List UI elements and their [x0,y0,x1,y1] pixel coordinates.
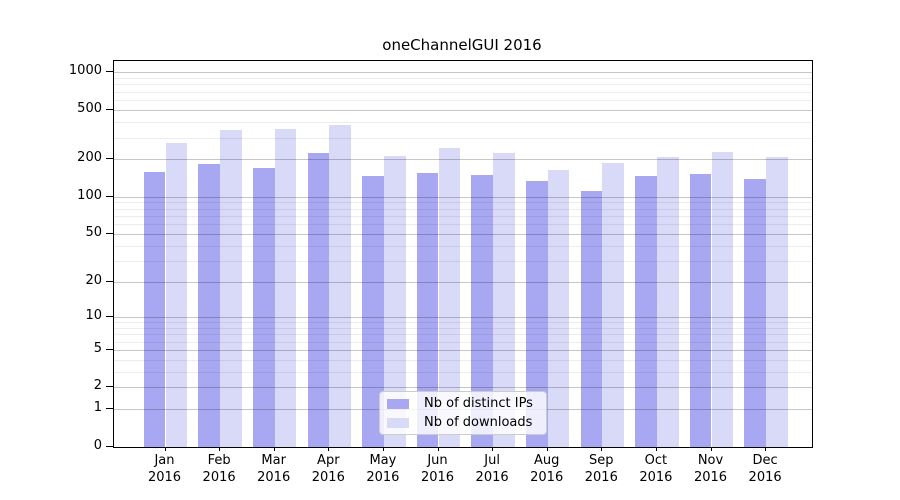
y-tick-label: 10 [85,308,102,323]
y-tick-label: 1 [93,400,102,416]
y-tick-mark [106,348,113,350]
x-tick-label: Mar 2016 [257,453,291,485]
bar-distinct-ips-feb [198,163,221,447]
bar-downloads-feb [220,130,242,447]
y-tick-mark [106,195,113,197]
x-tick-label: Nov 2016 [693,453,728,485]
bar-distinct-ips-apr [307,153,330,447]
y-tick-mark [106,316,113,317]
legend-item-downloads: Nb of downloads [387,415,546,431]
bar-downloads-nov [711,152,734,447]
legend-label-distinct-ips: Nb of distinct IPs [424,395,533,411]
bar-distinct-ips-may [362,176,384,447]
bar-distinct-ips-jun [416,172,439,447]
x-tick-label: Jul 2016 [475,453,509,485]
bar-downloads-jul [493,153,515,447]
y-tick-mark [106,280,113,282]
x-tick-label: Jun 2016 [420,453,455,485]
legend-item-distinct-ips: Nb of distinct IPs [387,396,546,412]
y-tick-mark [106,386,113,388]
x-tick-mark [219,447,221,451]
bar-downloads-may [383,155,406,447]
y-tick-mark [106,232,113,234]
x-tick-mark [601,447,603,451]
bar-downloads-jun [438,147,461,447]
x-tick-mark [765,447,767,451]
bar-distinct-ips-oct [635,176,657,447]
bar-downloads-jan [165,143,188,447]
chart-title: oneChannelGUI 2016 [382,36,542,54]
bar-downloads-oct [656,157,679,447]
y-tick-mark [106,71,113,73]
bar-downloads-mar [274,128,297,447]
bar-distinct-ips-jul [471,174,494,447]
x-tick-label: Apr 2016 [311,453,345,485]
y-tick-mark [106,108,113,110]
y-tick-mark [106,158,113,160]
plot-area [113,60,813,448]
x-tick-mark [382,447,384,451]
x-tick-label: Dec 2016 [748,453,782,485]
legend-label-downloads: Nb of downloads [424,414,533,430]
y-tick-label: 500 [77,100,102,116]
bar-distinct-ips-jan [143,172,166,447]
bar-downloads-sep [602,163,624,447]
x-tick-mark [546,447,548,451]
y-tick-label: 0 [93,438,102,453]
legend: Nb of distinct IPs Nb of downloads [379,391,547,435]
y-tick-label: 100 [77,187,102,203]
bar-distinct-ips-sep [580,191,603,447]
bar-downloads-apr [329,124,351,447]
x-tick-label: May 2016 [366,453,400,485]
y-tick-label: 20 [85,272,102,288]
y-tick-label: 200 [77,150,102,166]
bar-distinct-ips-aug [526,181,548,447]
x-tick-mark [492,447,494,451]
x-tick-mark [655,447,657,451]
x-tick-label: Jan 2016 [147,453,182,485]
bar-distinct-ips-nov [689,173,712,447]
x-tick-mark [328,447,330,451]
legend-swatch-distinct-ips [387,398,409,409]
y-tick-label: 50 [85,224,102,240]
bar-distinct-ips-mar [253,168,275,447]
x-tick-label: Feb 2016 [202,453,236,485]
x-tick-mark [710,447,712,451]
y-tick-label: 1000 [68,63,102,79]
bar-downloads-dec [766,157,788,447]
x-tick-label: Oct 2016 [639,453,673,485]
y-tick-label: 5 [93,340,102,356]
x-tick-mark [437,447,439,451]
bars-layer [114,61,812,447]
legend-swatch-downloads [387,417,409,428]
bar-downloads-aug [547,169,570,447]
y-tick-mark [106,446,113,447]
x-tick-mark [164,447,166,451]
y-tick-label: 2 [93,378,102,394]
x-tick-label: Aug 2016 [530,453,564,485]
x-tick-label: Sep 2016 [584,453,618,485]
x-tick-mark [273,447,275,451]
bar-distinct-ips-dec [744,179,767,447]
y-tick-mark [106,408,113,410]
